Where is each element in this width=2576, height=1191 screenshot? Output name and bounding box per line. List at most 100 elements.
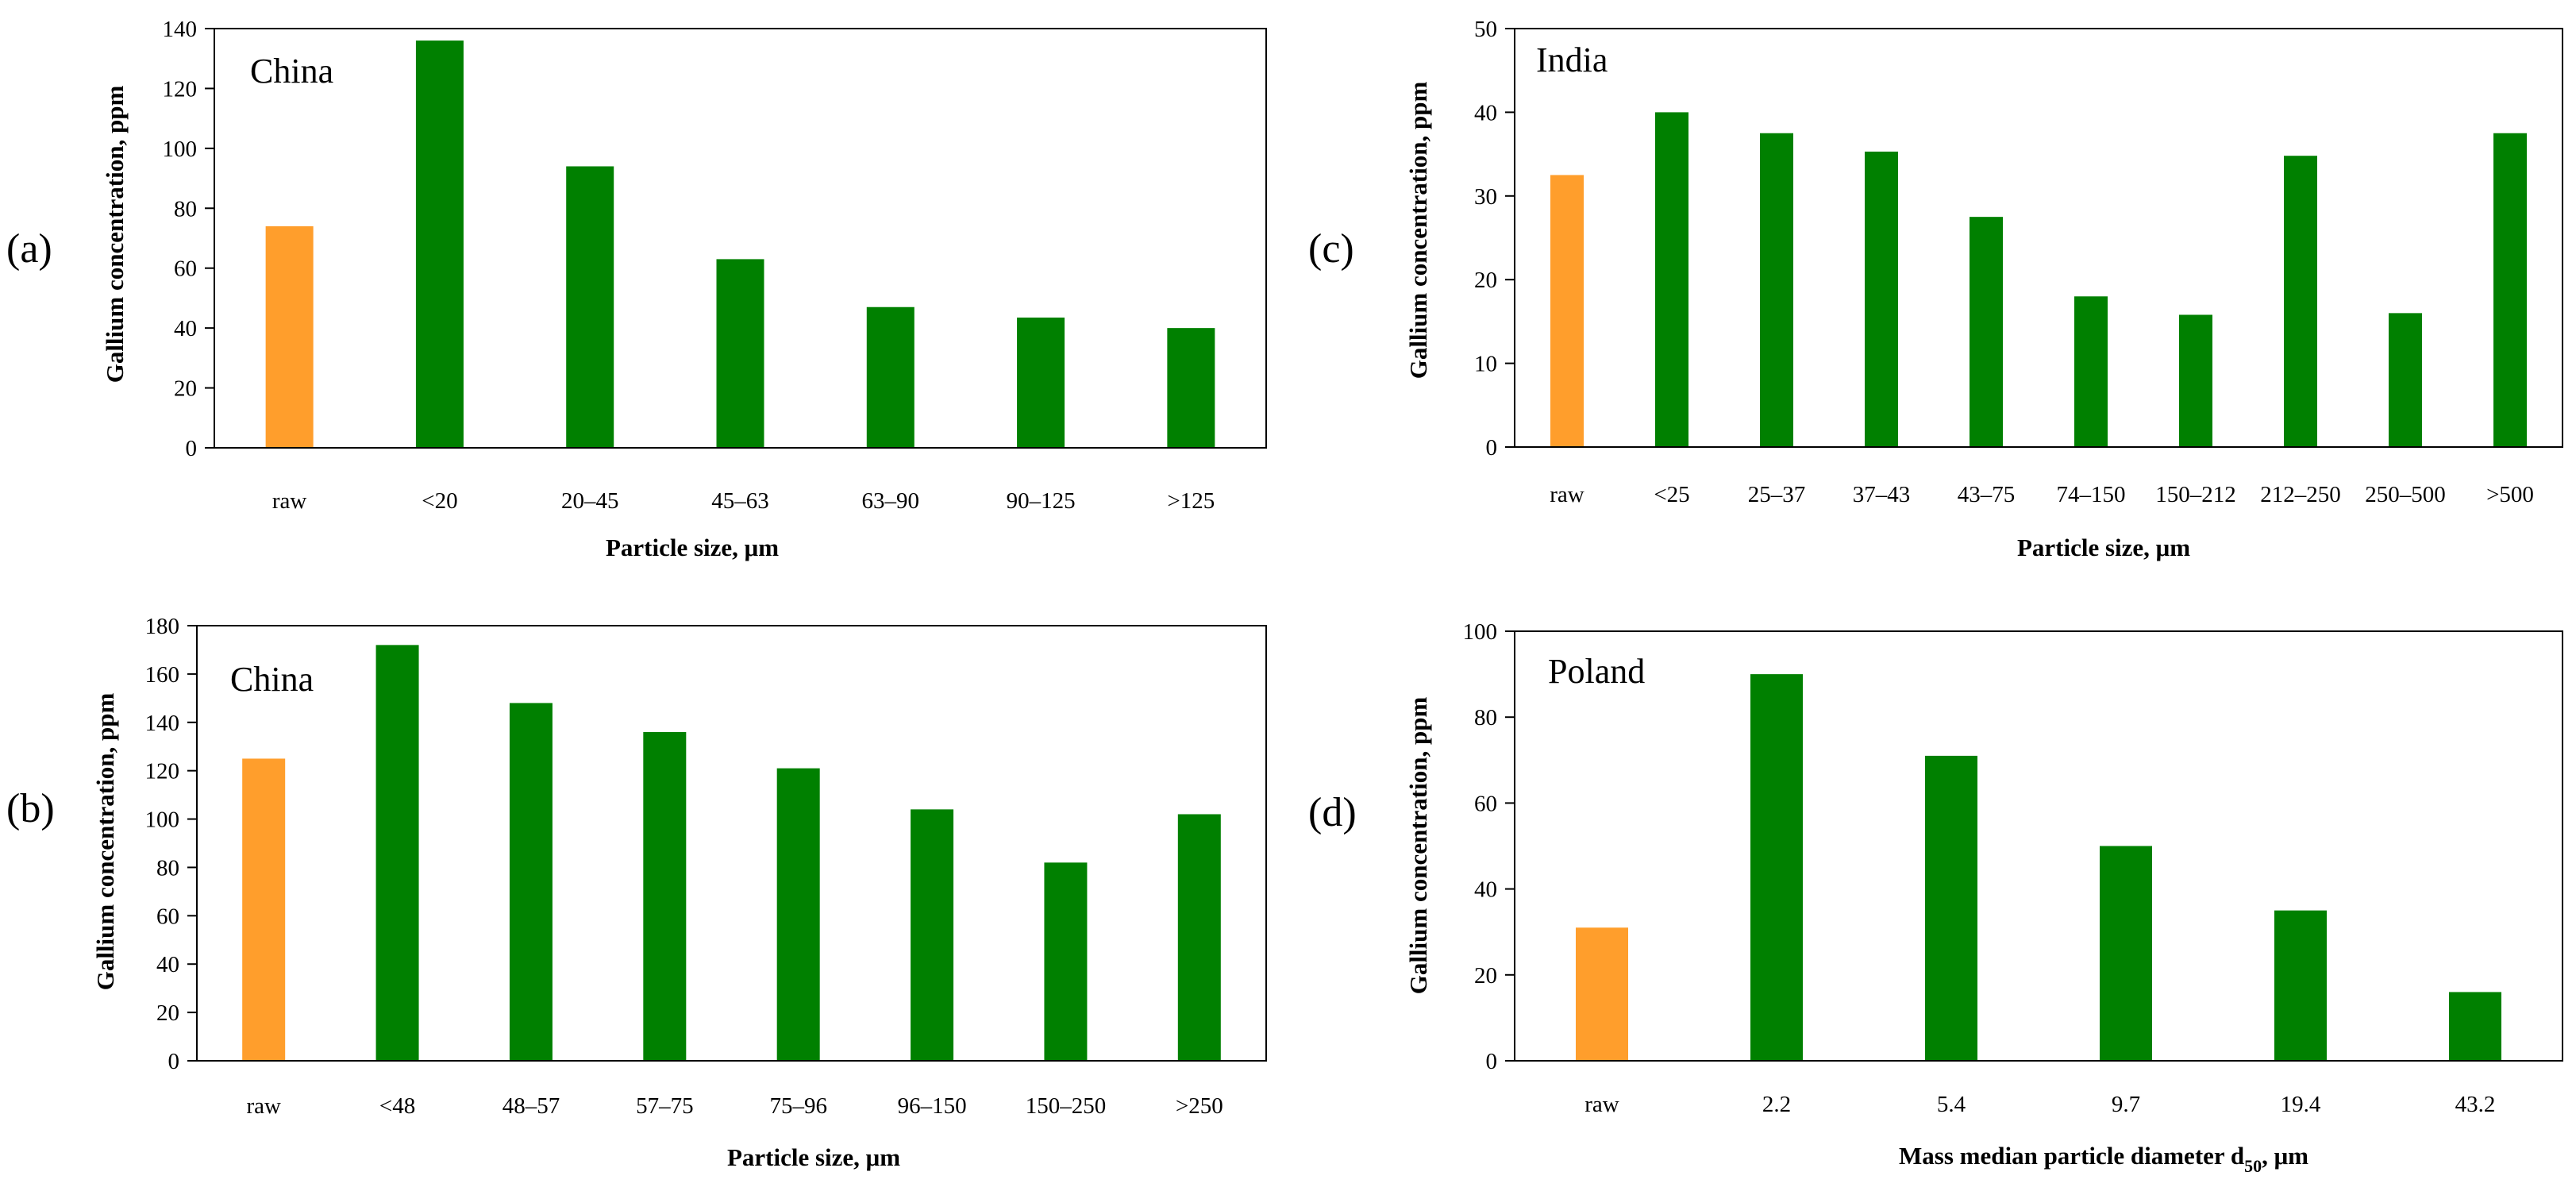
panel-c-x-tick-label-1: <25 bbox=[1654, 482, 1689, 507]
panel-d-x-axis-title: Mass median particle diameter d50, μm bbox=[1899, 1142, 2308, 1176]
panel-b-bar-7 bbox=[1177, 814, 1221, 1061]
chart-panel-c: (c) India raw <25 25–37 37–43 43–75 74–150 150… bbox=[1308, 17, 2563, 561]
panel-a-bars bbox=[265, 40, 1215, 449]
panel-b-bar-1 bbox=[375, 645, 419, 1061]
panel-c-bar-9 bbox=[2493, 133, 2527, 447]
panel-a-y-tick-label-3: 60 bbox=[174, 256, 197, 282]
panel-b-bars bbox=[242, 645, 1221, 1061]
panel-a-x-axis-title: Particle size, μm bbox=[606, 534, 779, 561]
panel-c-x-axis-title: Particle size, μm bbox=[2017, 534, 2190, 561]
panel-d-bar-1 bbox=[1750, 674, 1803, 1061]
panel-c-letter: (c) bbox=[1308, 226, 1354, 272]
panel-d-x-tick-label-3: 9.7 bbox=[2112, 1092, 2140, 1117]
panel-c-x-tick-label-7: 212–250 bbox=[2260, 482, 2341, 507]
panel-b-x-tick-label-6: 150–250 bbox=[1026, 1093, 1107, 1119]
panel-d-y-tick-label-3: 60 bbox=[1474, 791, 1497, 816]
chart-panel-a: (a) China raw <20 20–45 45–63 63–90 90–125 >12… bbox=[6, 17, 1267, 561]
panel-b-y-axis-title: Gallium concentration, ppm bbox=[91, 693, 119, 991]
panel-d-letter: (d) bbox=[1308, 790, 1357, 835]
panel-c-y-tick-label-5: 50 bbox=[1474, 17, 1497, 42]
panel-a-y-tick-label-6: 120 bbox=[163, 76, 198, 102]
panel-b-bar-3 bbox=[643, 731, 687, 1061]
panel-b-plot-frame bbox=[196, 625, 1267, 1062]
panel-a-x-tick-label-2: 20–45 bbox=[561, 488, 619, 514]
panel-d-x-tick-label-0: raw bbox=[1584, 1092, 1619, 1117]
panel-c-bars bbox=[1550, 112, 2527, 448]
panel-c-y-tick-label-4: 40 bbox=[1474, 100, 1497, 125]
panel-b-x-axis-title: Particle size, μm bbox=[727, 1143, 900, 1171]
panel-a-plot-frame bbox=[214, 28, 1267, 449]
panel-c-bar-5 bbox=[2074, 296, 2108, 447]
panel-c-y-tick-label-0: 0 bbox=[1486, 435, 1498, 461]
panel-a-y-tick-label-5: 100 bbox=[163, 137, 198, 162]
panel-d-x-tick-label-1: 2.2 bbox=[1762, 1092, 1791, 1117]
panel-d-bar-3 bbox=[2100, 846, 2152, 1061]
panel-d-x-axis-title-unit: , μm bbox=[2262, 1142, 2308, 1170]
panel-c-x-tick-label-3: 37–43 bbox=[1853, 482, 1911, 507]
panel-d-axes: raw 2.2 5.4 9.7 19.4 43.2 0 20 40 60 80 100 bbox=[1463, 619, 2563, 1117]
panel-b-x-tick-label-2: 48–57 bbox=[502, 1093, 560, 1119]
panel-c-y-axis-title: Gallium concentration, ppm bbox=[1404, 82, 1432, 380]
panel-a-x-tick-label-6: >125 bbox=[1167, 488, 1215, 514]
panel-a-region-label: China bbox=[250, 52, 333, 91]
panel-b-bar-4 bbox=[776, 768, 820, 1061]
panel-c-bar-3 bbox=[1865, 151, 1898, 448]
panel-a-x-tick-label-0: raw bbox=[272, 488, 307, 514]
panel-c-region-label: India bbox=[1536, 40, 1608, 79]
panel-d-bars bbox=[1576, 674, 2501, 1061]
panel-b-x-tick-label-3: 57–75 bbox=[636, 1093, 694, 1119]
panel-b-y-tick-label-2: 40 bbox=[156, 952, 179, 977]
panel-c-bar-2 bbox=[1760, 133, 1793, 447]
panel-b-y-tick-label-6: 120 bbox=[145, 759, 180, 784]
panel-d-x-tick-label-4: 19.4 bbox=[2281, 1092, 2321, 1117]
panel-a-bar-0 bbox=[265, 225, 314, 448]
panel-c-y-tick-label-1: 10 bbox=[1474, 352, 1497, 377]
panel-c-x-tick-label-8: 250–500 bbox=[2365, 482, 2446, 507]
panel-d-y-tick-label-5: 100 bbox=[1463, 619, 1498, 645]
panel-b-bar-6 bbox=[1044, 862, 1088, 1061]
panel-a-x-tick-label-5: 90–125 bbox=[1007, 488, 1076, 514]
panel-b-x-tick-label-0: raw bbox=[246, 1093, 281, 1119]
panel-a-y-axis-title: Gallium concentration, ppm bbox=[101, 86, 129, 384]
panel-c-y-tick-label-3: 30 bbox=[1474, 184, 1497, 210]
panel-a-letter: (a) bbox=[6, 226, 52, 272]
panel-b-bar-5 bbox=[911, 809, 954, 1061]
panel-b-y-tick-label-9: 180 bbox=[145, 614, 180, 639]
panel-d-x-tick-label-5: 43.2 bbox=[2455, 1092, 2496, 1117]
panel-d-y-tick-label-4: 80 bbox=[1474, 705, 1497, 730]
panel-c-y-tick-label-2: 20 bbox=[1474, 268, 1497, 293]
panel-b-y-tick-label-1: 20 bbox=[156, 1000, 179, 1026]
panel-a-x-tick-label-4: 63–90 bbox=[862, 488, 920, 514]
panel-c-x-tick-label-4: 43–75 bbox=[1958, 482, 2016, 507]
panel-d-x-axis-title-subscript: 50 bbox=[2244, 1156, 2262, 1176]
panel-d-y-axis-title: Gallium concentration, ppm bbox=[1404, 697, 1432, 995]
panel-c-bar-1 bbox=[1655, 112, 1688, 447]
panel-c-axes: raw <25 25–37 37–43 43–75 74–150 150–212 212–25… bbox=[1474, 17, 2563, 507]
panel-a-y-tick-label-2: 40 bbox=[174, 316, 197, 341]
panel-b-y-tick-label-0: 0 bbox=[168, 1049, 180, 1074]
panel-d-x-tick-label-2: 5.4 bbox=[1937, 1092, 1966, 1117]
panel-b-x-tick-label-7: >250 bbox=[1176, 1093, 1223, 1119]
panel-b-y-tick-label-7: 140 bbox=[145, 711, 180, 736]
panel-b-bar-0 bbox=[242, 758, 286, 1061]
panel-c-x-tick-label-5: 74–150 bbox=[2057, 482, 2126, 507]
panel-a-bar-6 bbox=[1167, 328, 1215, 448]
panel-a-y-tick-label-7: 140 bbox=[163, 17, 198, 42]
panel-d-bar-5 bbox=[2449, 992, 2501, 1061]
panel-a-y-tick-label-1: 20 bbox=[174, 376, 197, 402]
panel-d-bar-4 bbox=[2274, 910, 2327, 1061]
panel-c-bar-7 bbox=[2284, 156, 2317, 447]
panel-b-y-tick-label-5: 100 bbox=[145, 807, 180, 833]
panel-a-bar-1 bbox=[415, 40, 464, 449]
panel-c-x-tick-label-2: 25–37 bbox=[1748, 482, 1806, 507]
panel-d-x-axis-title-main: Mass median particle diameter d bbox=[1899, 1142, 2244, 1170]
panel-a-x-tick-label-3: 45–63 bbox=[711, 488, 769, 514]
panel-d-y-tick-label-1: 20 bbox=[1474, 963, 1497, 989]
panel-c-bar-4 bbox=[1970, 217, 2003, 447]
panel-d-y-tick-label-2: 40 bbox=[1474, 877, 1497, 903]
panel-c-x-tick-label-9: >500 bbox=[2486, 482, 2534, 507]
panel-b-axes: raw <48 48–57 57–75 75–96 96–150 150–250 >250 0 2… bbox=[145, 614, 1267, 1119]
panel-c-bar-8 bbox=[2389, 313, 2422, 447]
panel-c-plot-frame bbox=[1514, 28, 2563, 448]
